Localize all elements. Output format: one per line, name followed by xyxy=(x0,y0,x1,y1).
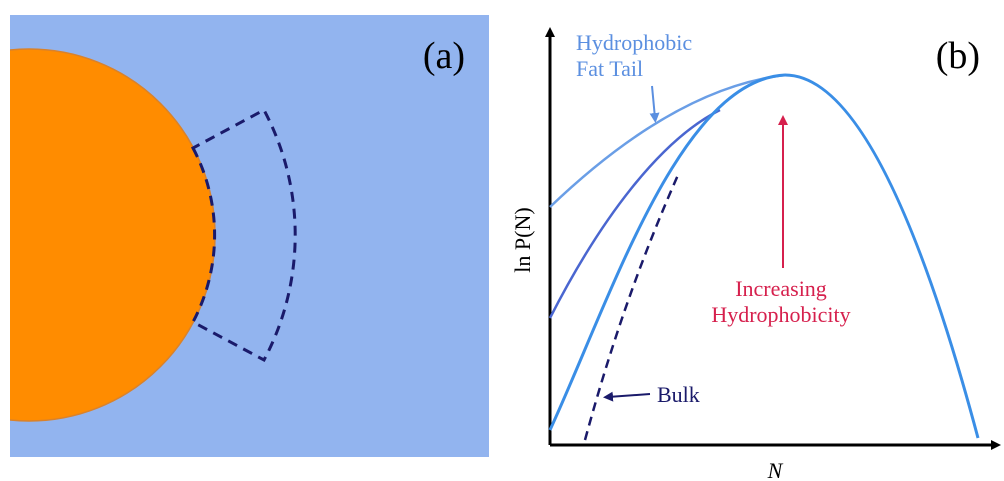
annotation: Hydrophobicity xyxy=(711,302,850,327)
x-axis-label: N xyxy=(767,458,784,481)
annotation: Hydrophobic xyxy=(576,30,692,55)
curve-fat-tail xyxy=(550,75,785,207)
annotation: Bulk xyxy=(657,382,700,407)
figure: (a) (b) Hydrophobic Fat Tail Increasing … xyxy=(0,0,1004,481)
curve-mid xyxy=(550,110,720,318)
panel-label: (a) xyxy=(423,35,465,77)
panel-label: (b) xyxy=(936,35,980,77)
bulk-arrow xyxy=(608,394,650,397)
panel-a: (a) xyxy=(0,15,489,457)
annotation: Increasing xyxy=(735,276,827,301)
y-axis-label: ln P(N) xyxy=(510,207,535,272)
annotation: Fat Tail xyxy=(576,56,643,81)
fat-tail-arrow xyxy=(652,86,655,118)
curve-right xyxy=(785,75,978,438)
panel-b: (b) Hydrophobic Fat Tail Increasing Hydr… xyxy=(510,30,996,481)
